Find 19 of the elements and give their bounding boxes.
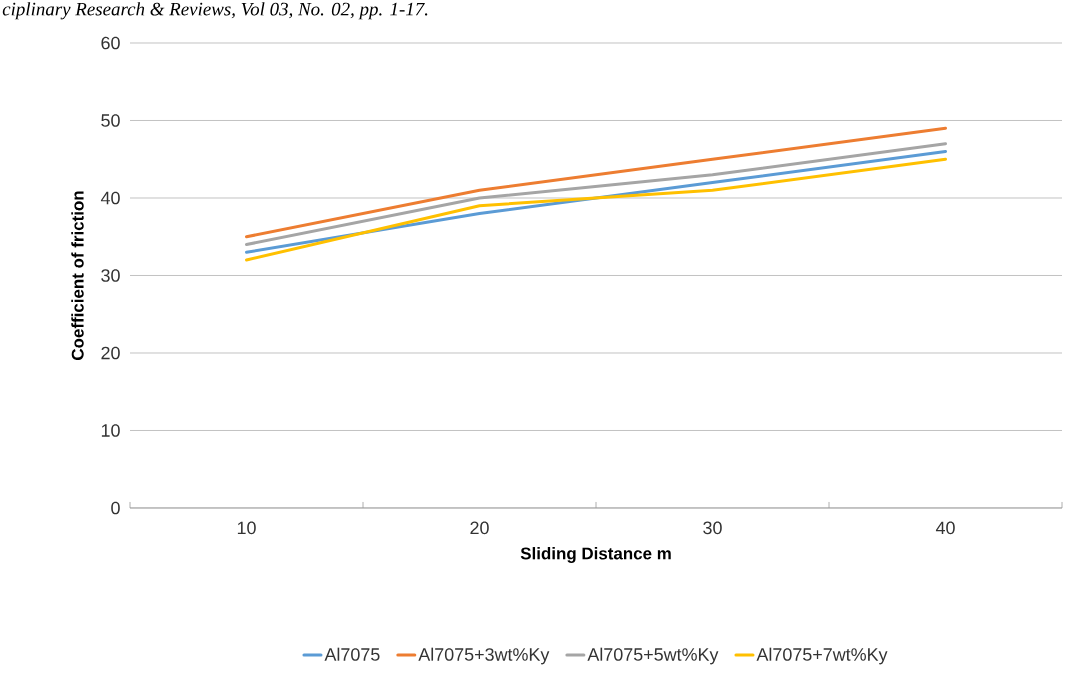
x-axis-title: Sliding Distance m — [520, 547, 671, 563]
y-tick-label: 60 — [101, 36, 120, 50]
y-tick-label: 30 — [101, 269, 120, 282]
legend-label: Al7075+5wt%Ky — [587, 647, 719, 665]
x-tick-label: 40 — [935, 521, 955, 535]
text: ciplinary Research & Reviews, Vol 03, No. 02, pp. 1-17. — [2, 2, 428, 20]
y-tick-label: 40 — [100, 191, 120, 205]
line-series — [245, 126, 948, 239]
y-tick-label: 50 — [101, 114, 120, 127]
x-tick-label: 10 — [237, 521, 256, 535]
y-axis-title: Coefficient of friction — [71, 191, 84, 360]
legend-label: Al7075+3wt%Ky — [418, 647, 550, 665]
x-tick-label: 20 — [470, 521, 489, 535]
y-tick-label: 20 — [101, 346, 120, 360]
x-tick-label: 30 — [703, 521, 722, 535]
y-tick-label: 0 — [111, 501, 120, 515]
legend-label: Al7075 — [324, 647, 380, 661]
legend-label: Al7075+7wt%Ky — [756, 647, 888, 665]
y-tick-label: 10 — [101, 424, 120, 437]
